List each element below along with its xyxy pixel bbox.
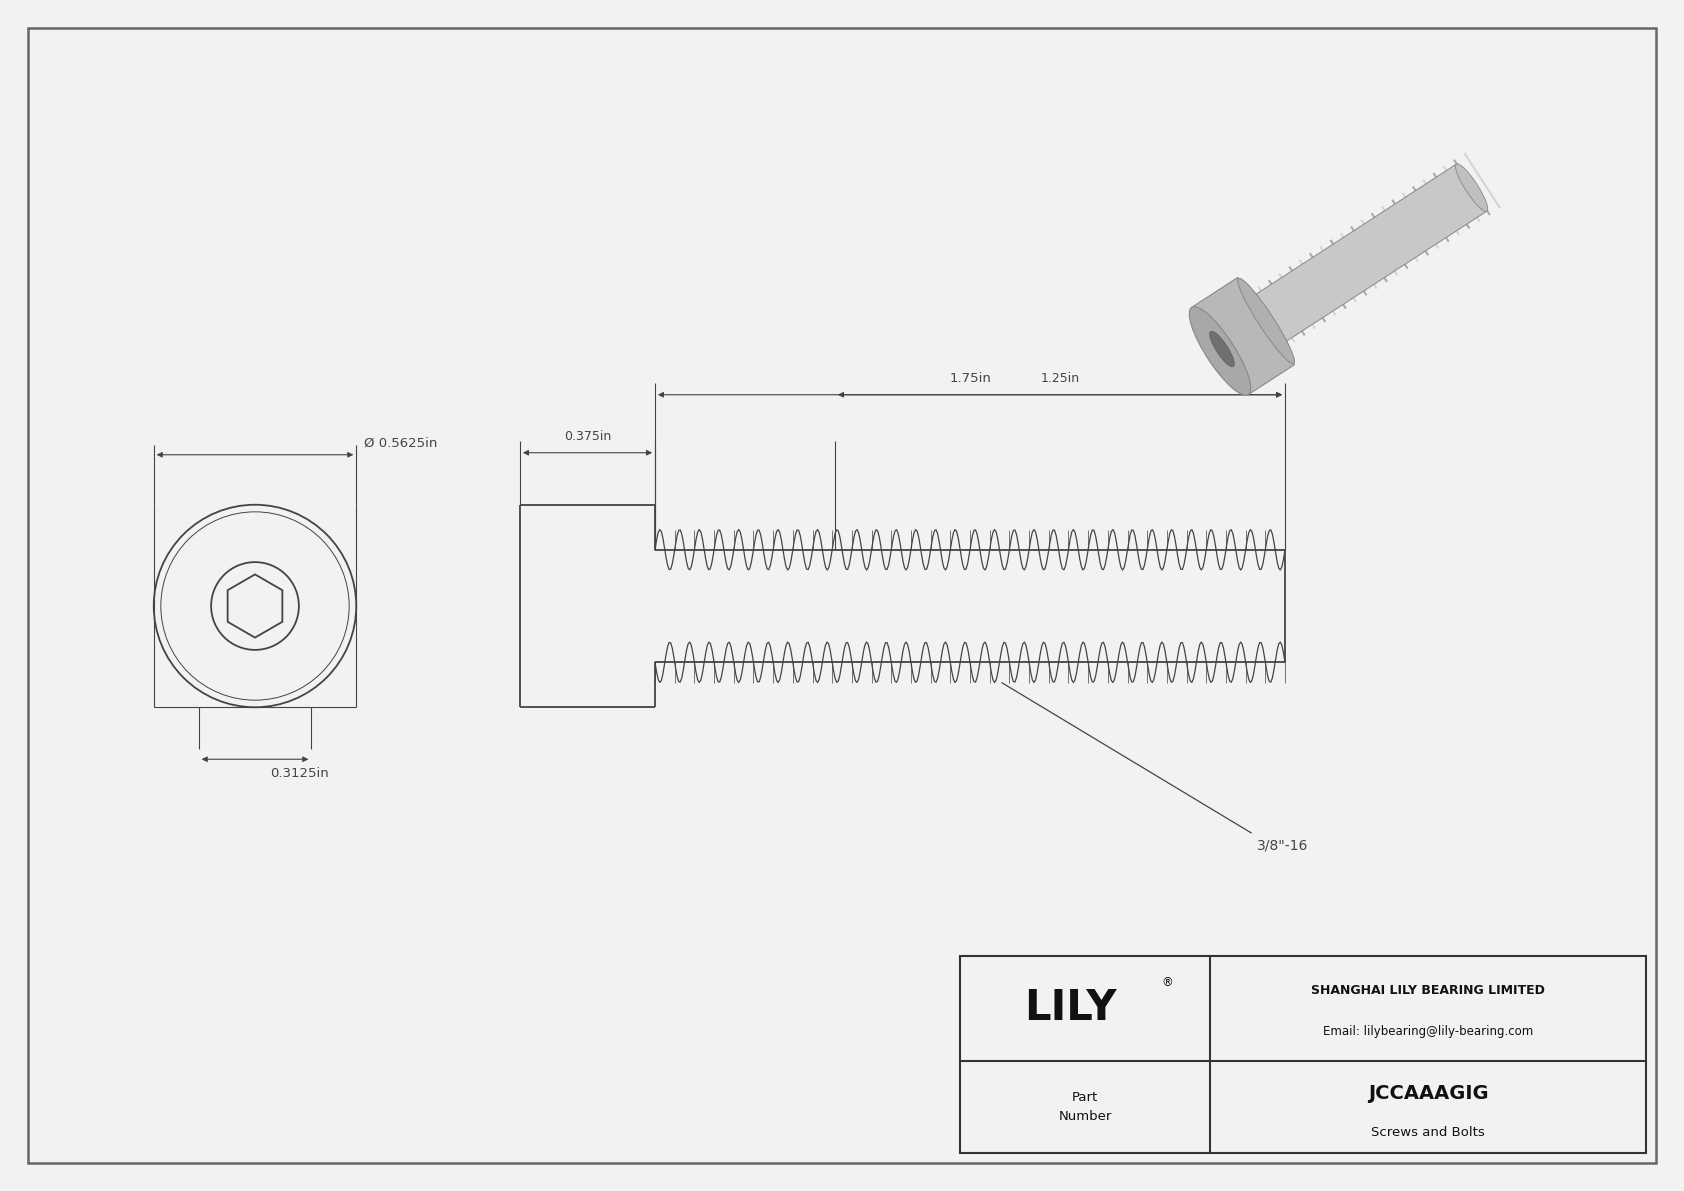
Polygon shape — [1251, 164, 1487, 344]
Text: LILY: LILY — [1024, 987, 1116, 1029]
Text: Screws and Bolts: Screws and Bolts — [1371, 1127, 1485, 1140]
Text: 0.375in: 0.375in — [564, 430, 611, 443]
Text: 0.3125in: 0.3125in — [269, 767, 328, 780]
Text: SHANGHAI LILY BEARING LIMITED: SHANGHAI LILY BEARING LIMITED — [1312, 984, 1544, 997]
Ellipse shape — [1238, 279, 1295, 363]
Polygon shape — [1192, 278, 1295, 394]
Text: Email: lilybearing@lily-bearing.com: Email: lilybearing@lily-bearing.com — [1324, 1025, 1532, 1039]
Text: Part
Number: Part Number — [1058, 1091, 1111, 1123]
Text: JCCAAAGIG: JCCAAAGIG — [1367, 1084, 1489, 1103]
Bar — [960, 956, 1645, 1153]
Text: 1.75in: 1.75in — [950, 372, 990, 385]
Ellipse shape — [1209, 331, 1234, 367]
Text: 3/8"-16: 3/8"-16 — [1256, 838, 1308, 852]
Text: ®: ® — [1162, 975, 1172, 989]
Ellipse shape — [1189, 307, 1251, 395]
Ellipse shape — [1455, 164, 1487, 211]
Text: Ø 0.5625in: Ø 0.5625in — [364, 437, 438, 450]
Text: 1.25in: 1.25in — [1041, 372, 1079, 385]
